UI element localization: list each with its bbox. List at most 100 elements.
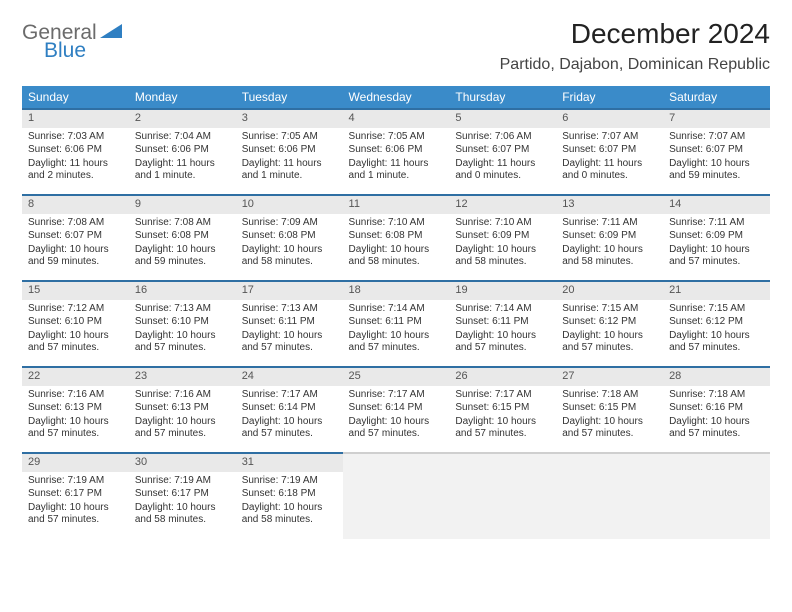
col-saturday: Saturday bbox=[663, 86, 770, 109]
calendar-cell: 29Sunrise: 7:19 AMSunset: 6:17 PMDayligh… bbox=[22, 453, 129, 539]
calendar-body: 1Sunrise: 7:03 AMSunset: 6:06 PMDaylight… bbox=[22, 109, 770, 539]
sunset-text: Sunset: 6:06 PM bbox=[242, 144, 337, 157]
sunset-text: Sunset: 6:09 PM bbox=[455, 230, 550, 243]
day-body: Sunrise: 7:19 AMSunset: 6:17 PMDaylight:… bbox=[129, 472, 236, 532]
col-monday: Monday bbox=[129, 86, 236, 109]
sunrise-text: Sunrise: 7:15 AM bbox=[562, 303, 657, 316]
day-body: Sunrise: 7:07 AMSunset: 6:07 PMDaylight:… bbox=[556, 128, 663, 188]
day-body: Sunrise: 7:19 AMSunset: 6:17 PMDaylight:… bbox=[22, 472, 129, 532]
calendar-cell: 8Sunrise: 7:08 AMSunset: 6:07 PMDaylight… bbox=[22, 195, 129, 281]
day-body: Sunrise: 7:10 AMSunset: 6:08 PMDaylight:… bbox=[343, 214, 450, 274]
daylight-text: Daylight: 10 hours and 57 minutes. bbox=[349, 416, 444, 441]
sunset-text: Sunset: 6:08 PM bbox=[242, 230, 337, 243]
sunrise-text: Sunrise: 7:14 AM bbox=[455, 303, 550, 316]
logo-triangle-icon bbox=[100, 22, 122, 43]
calendar-cell bbox=[663, 453, 770, 539]
calendar-cell: 26Sunrise: 7:17 AMSunset: 6:15 PMDayligh… bbox=[449, 367, 556, 453]
day-body: Sunrise: 7:10 AMSunset: 6:09 PMDaylight:… bbox=[449, 214, 556, 274]
sunset-text: Sunset: 6:14 PM bbox=[349, 402, 444, 415]
sunrise-text: Sunrise: 7:18 AM bbox=[562, 389, 657, 402]
daylight-text: Daylight: 10 hours and 57 minutes. bbox=[135, 330, 230, 355]
day-number: 29 bbox=[22, 454, 129, 472]
sunrise-text: Sunrise: 7:08 AM bbox=[135, 217, 230, 230]
daylight-text: Daylight: 10 hours and 57 minutes. bbox=[455, 416, 550, 441]
calendar-cell: 13Sunrise: 7:11 AMSunset: 6:09 PMDayligh… bbox=[556, 195, 663, 281]
day-body: Sunrise: 7:19 AMSunset: 6:18 PMDaylight:… bbox=[236, 472, 343, 532]
daylight-text: Daylight: 10 hours and 58 minutes. bbox=[242, 244, 337, 269]
day-body: Sunrise: 7:18 AMSunset: 6:16 PMDaylight:… bbox=[663, 386, 770, 446]
sunset-text: Sunset: 6:16 PM bbox=[669, 402, 764, 415]
sunset-text: Sunset: 6:15 PM bbox=[562, 402, 657, 415]
calendar-cell: 12Sunrise: 7:10 AMSunset: 6:09 PMDayligh… bbox=[449, 195, 556, 281]
sunrise-text: Sunrise: 7:05 AM bbox=[242, 131, 337, 144]
day-body: Sunrise: 7:12 AMSunset: 6:10 PMDaylight:… bbox=[22, 300, 129, 360]
calendar-header-row: Sunday Monday Tuesday Wednesday Thursday… bbox=[22, 86, 770, 109]
sunrise-text: Sunrise: 7:04 AM bbox=[135, 131, 230, 144]
calendar-cell: 24Sunrise: 7:17 AMSunset: 6:14 PMDayligh… bbox=[236, 367, 343, 453]
sunset-text: Sunset: 6:15 PM bbox=[455, 402, 550, 415]
daylight-text: Daylight: 10 hours and 58 minutes. bbox=[242, 502, 337, 527]
daylight-text: Daylight: 10 hours and 57 minutes. bbox=[242, 416, 337, 441]
day-number: 19 bbox=[449, 282, 556, 300]
sunrise-text: Sunrise: 7:07 AM bbox=[562, 131, 657, 144]
daylight-text: Daylight: 11 hours and 2 minutes. bbox=[28, 158, 123, 183]
daylight-text: Daylight: 10 hours and 59 minutes. bbox=[28, 244, 123, 269]
calendar-cell: 31Sunrise: 7:19 AMSunset: 6:18 PMDayligh… bbox=[236, 453, 343, 539]
sunrise-text: Sunrise: 7:19 AM bbox=[28, 475, 123, 488]
calendar-cell: 14Sunrise: 7:11 AMSunset: 6:09 PMDayligh… bbox=[663, 195, 770, 281]
day-number: 31 bbox=[236, 454, 343, 472]
calendar-cell: 2Sunrise: 7:04 AMSunset: 6:06 PMDaylight… bbox=[129, 109, 236, 195]
calendar-cell: 30Sunrise: 7:19 AMSunset: 6:17 PMDayligh… bbox=[129, 453, 236, 539]
calendar-row: 29Sunrise: 7:19 AMSunset: 6:17 PMDayligh… bbox=[22, 453, 770, 539]
calendar-cell: 7Sunrise: 7:07 AMSunset: 6:07 PMDaylight… bbox=[663, 109, 770, 195]
sunset-text: Sunset: 6:06 PM bbox=[135, 144, 230, 157]
day-number: 22 bbox=[22, 368, 129, 386]
calendar-table: Sunday Monday Tuesday Wednesday Thursday… bbox=[22, 86, 770, 539]
sunset-text: Sunset: 6:07 PM bbox=[28, 230, 123, 243]
calendar-cell: 23Sunrise: 7:16 AMSunset: 6:13 PMDayligh… bbox=[129, 367, 236, 453]
day-number: 18 bbox=[343, 282, 450, 300]
sunrise-text: Sunrise: 7:16 AM bbox=[28, 389, 123, 402]
daylight-text: Daylight: 10 hours and 57 minutes. bbox=[669, 330, 764, 355]
day-number: 14 bbox=[663, 196, 770, 214]
day-number: 26 bbox=[449, 368, 556, 386]
sunrise-text: Sunrise: 7:10 AM bbox=[349, 217, 444, 230]
day-number: 24 bbox=[236, 368, 343, 386]
daylight-text: Daylight: 10 hours and 57 minutes. bbox=[28, 416, 123, 441]
daylight-text: Daylight: 10 hours and 57 minutes. bbox=[135, 416, 230, 441]
day-body: Sunrise: 7:11 AMSunset: 6:09 PMDaylight:… bbox=[663, 214, 770, 274]
sunset-text: Sunset: 6:09 PM bbox=[669, 230, 764, 243]
sunrise-text: Sunrise: 7:17 AM bbox=[242, 389, 337, 402]
day-body: Sunrise: 7:17 AMSunset: 6:14 PMDaylight:… bbox=[236, 386, 343, 446]
calendar-cell: 21Sunrise: 7:15 AMSunset: 6:12 PMDayligh… bbox=[663, 281, 770, 367]
day-number: 27 bbox=[556, 368, 663, 386]
daylight-text: Daylight: 11 hours and 1 minute. bbox=[349, 158, 444, 183]
calendar-cell: 19Sunrise: 7:14 AMSunset: 6:11 PMDayligh… bbox=[449, 281, 556, 367]
day-number: 25 bbox=[343, 368, 450, 386]
daylight-text: Daylight: 11 hours and 0 minutes. bbox=[562, 158, 657, 183]
day-body: Sunrise: 7:17 AMSunset: 6:14 PMDaylight:… bbox=[343, 386, 450, 446]
day-number: 15 bbox=[22, 282, 129, 300]
daylight-text: Daylight: 10 hours and 58 minutes. bbox=[349, 244, 444, 269]
calendar-cell bbox=[343, 453, 450, 539]
calendar-row: 8Sunrise: 7:08 AMSunset: 6:07 PMDaylight… bbox=[22, 195, 770, 281]
sunset-text: Sunset: 6:06 PM bbox=[28, 144, 123, 157]
calendar-cell: 6Sunrise: 7:07 AMSunset: 6:07 PMDaylight… bbox=[556, 109, 663, 195]
col-friday: Friday bbox=[556, 86, 663, 109]
calendar-cell: 15Sunrise: 7:12 AMSunset: 6:10 PMDayligh… bbox=[22, 281, 129, 367]
sunset-text: Sunset: 6:08 PM bbox=[349, 230, 444, 243]
sunrise-text: Sunrise: 7:06 AM bbox=[455, 131, 550, 144]
day-body: Sunrise: 7:06 AMSunset: 6:07 PMDaylight:… bbox=[449, 128, 556, 188]
sunrise-text: Sunrise: 7:15 AM bbox=[669, 303, 764, 316]
sunset-text: Sunset: 6:12 PM bbox=[669, 316, 764, 329]
sunset-text: Sunset: 6:10 PM bbox=[28, 316, 123, 329]
sunset-text: Sunset: 6:17 PM bbox=[28, 488, 123, 501]
day-number: 28 bbox=[663, 368, 770, 386]
sunrise-text: Sunrise: 7:19 AM bbox=[135, 475, 230, 488]
sunrise-text: Sunrise: 7:03 AM bbox=[28, 131, 123, 144]
daylight-text: Daylight: 10 hours and 58 minutes. bbox=[562, 244, 657, 269]
col-wednesday: Wednesday bbox=[343, 86, 450, 109]
calendar-cell: 16Sunrise: 7:13 AMSunset: 6:10 PMDayligh… bbox=[129, 281, 236, 367]
day-body: Sunrise: 7:18 AMSunset: 6:15 PMDaylight:… bbox=[556, 386, 663, 446]
day-body: Sunrise: 7:16 AMSunset: 6:13 PMDaylight:… bbox=[22, 386, 129, 446]
